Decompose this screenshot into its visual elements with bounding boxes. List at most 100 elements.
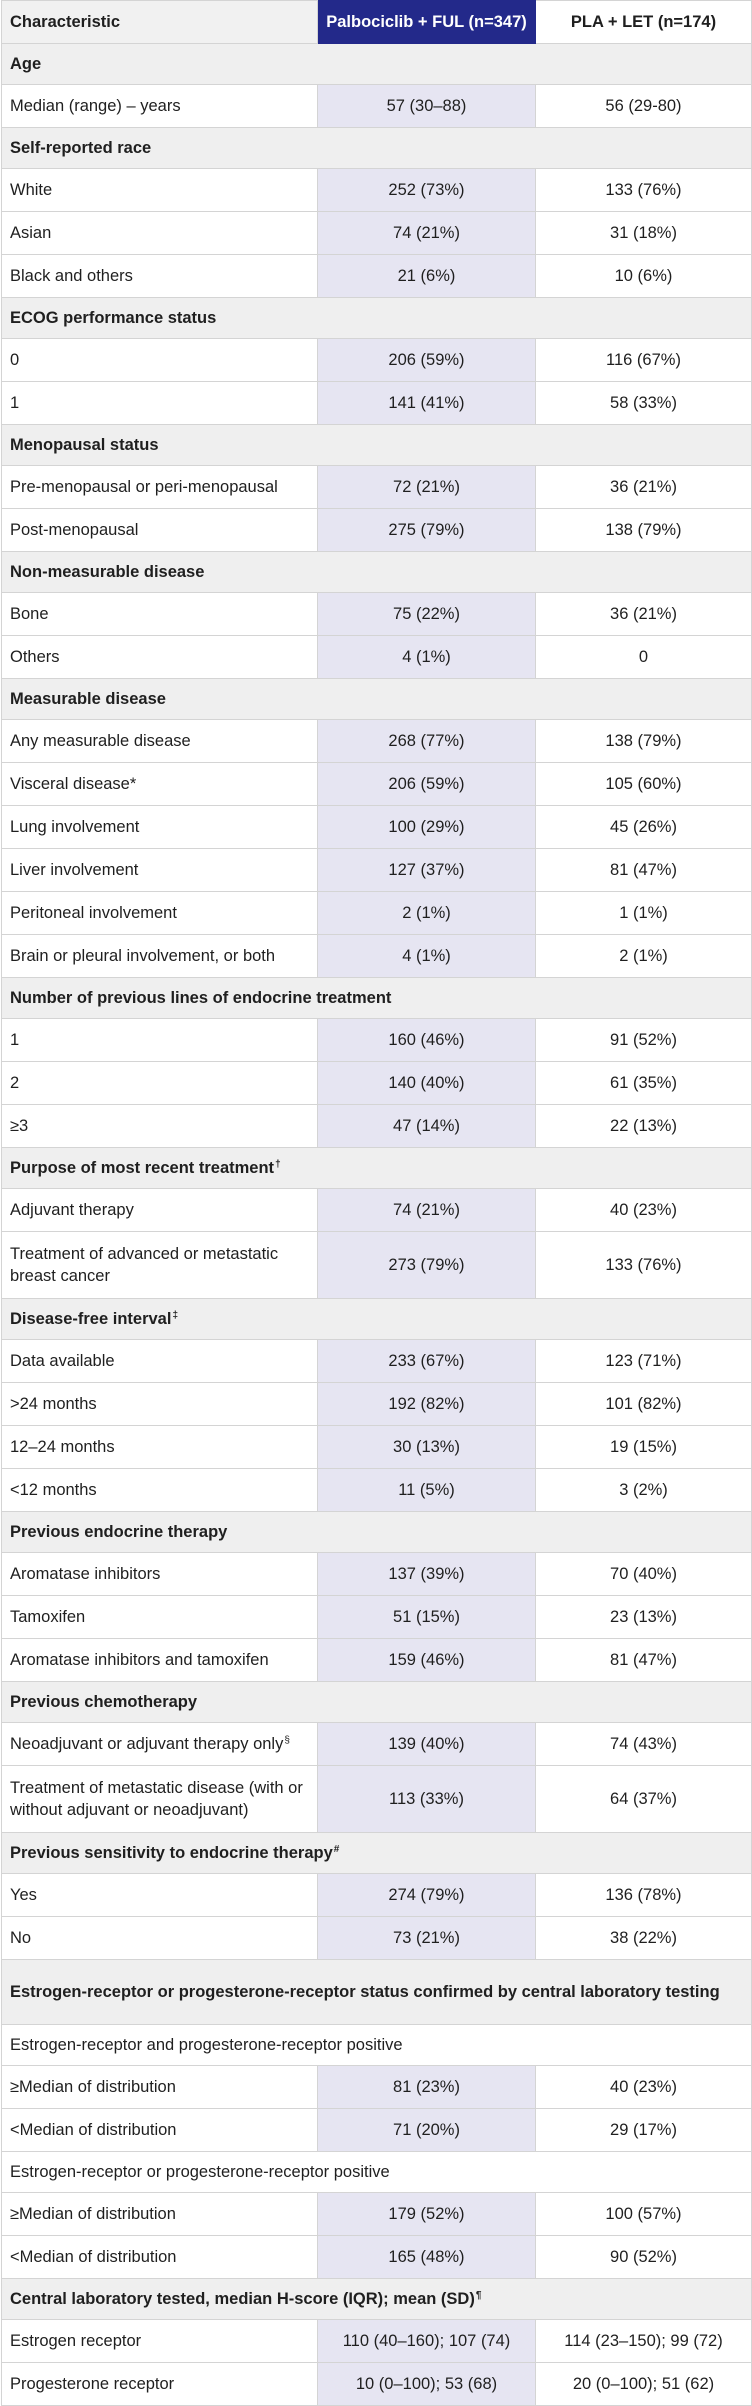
- table-row: Yes 274 (79%) 136 (78%): [1, 1873, 752, 1917]
- row-label-cell: 0: [1, 338, 318, 382]
- placebo-arm-value: 20 (0–100); 51 (62): [535, 2362, 752, 2406]
- section-title: ECOG performance status: [10, 309, 217, 327]
- placebo-arm-value: 40 (23%): [535, 1188, 752, 1232]
- table-row: Pre-menopausal or peri-menopausal 72 (21%…: [1, 465, 752, 509]
- row-label-cell: 1: [1, 1018, 318, 1062]
- table-row: <12 months 11 (5%) 3 (2%): [1, 1468, 752, 1512]
- row-label: <Median of distribution: [10, 2248, 177, 2266]
- row-label-cell: Any measurable disease: [1, 719, 318, 763]
- placebo-arm-value: 38 (22%): [535, 1916, 752, 1960]
- placebo-arm-value: 90 (52%): [535, 2235, 752, 2279]
- palbociclib-arm-value: 2 (1%): [317, 891, 536, 935]
- table-row: No 73 (21%) 38 (22%): [1, 1916, 752, 1960]
- placebo-arm-value: 136 (78%): [535, 1873, 752, 1917]
- row-label-cell: ≥3: [1, 1104, 318, 1148]
- row-label: ≥3: [10, 1117, 29, 1135]
- table-row: Lung involvement 100 (29%) 45 (26%): [1, 805, 752, 849]
- row-label-cell: White: [1, 168, 318, 212]
- palbociclib-arm-value: 233 (67%): [317, 1339, 536, 1383]
- row-label-cell: Adjuvant therapy: [1, 1188, 318, 1232]
- row-label-cell: Aromatase inhibitors and tamoxifen: [1, 1638, 318, 1682]
- section-title: Previous chemotherapy: [10, 1693, 198, 1711]
- palbociclib-arm-value: 113 (33%): [317, 1765, 536, 1833]
- row-label: White: [10, 181, 53, 199]
- section-header-row: Previous sensitivity to endocrine therap…: [1, 1832, 752, 1874]
- placebo-arm-value: 91 (52%): [535, 1018, 752, 1062]
- row-label: 0: [10, 351, 20, 369]
- row-label: Treatment of advanced or metastatic brea…: [10, 1245, 279, 1285]
- table-row: Median (range) – years 57 (30–88) 56 (29-8…: [1, 84, 752, 128]
- row-label: Black and others: [10, 267, 133, 285]
- row-label-cell: Estrogen receptor: [1, 2319, 318, 2363]
- palbociclib-arm-value: 140 (40%): [317, 1061, 536, 1105]
- placebo-arm-value: 1 (1%): [535, 891, 752, 935]
- palbociclib-arm-value: 275 (79%): [317, 508, 536, 552]
- section-title: Disease-free interval: [10, 1310, 172, 1328]
- subgroup-cell: Estrogen-receptor and progesterone-recep…: [1, 2024, 752, 2066]
- palbociclib-arm-value: 81 (23%): [317, 2065, 536, 2109]
- section-header-row: Age: [1, 43, 752, 85]
- placebo-arm-value: 81 (47%): [535, 1638, 752, 1682]
- section-header-cell: Previous sensitivity to endocrine therap…: [1, 1832, 752, 1874]
- table-row: <Median of distribution 165 (48%) 90 (52%): [1, 2235, 752, 2279]
- placebo-arm-value: 105 (60%): [535, 762, 752, 806]
- row-label: Data available: [10, 1352, 115, 1370]
- section-header-row: ECOG performance status: [1, 297, 752, 339]
- palbociclib-arm-value: 165 (48%): [317, 2235, 536, 2279]
- row-label: Post-menopausal: [10, 521, 139, 539]
- placebo-arm-value: 123 (71%): [535, 1339, 752, 1383]
- row-label-cell: ≥Median of distribution: [1, 2065, 318, 2109]
- row-label: Pre-menopausal or peri-menopausal: [10, 478, 278, 496]
- row-label-cell: Treatment of metastatic disease (with or…: [1, 1765, 318, 1833]
- table-row: Visceral disease* 206 (59%) 105 (60%): [1, 762, 752, 806]
- section-title: Self-reported race: [10, 139, 152, 157]
- section-header-row: Non-measurable disease: [1, 551, 752, 593]
- palbociclib-arm-value: 206 (59%): [317, 338, 536, 382]
- placebo-arm-value: 61 (35%): [535, 1061, 752, 1105]
- palbociclib-arm-value: 11 (5%): [317, 1468, 536, 1512]
- row-label-cell: Liver involvement: [1, 848, 318, 892]
- section-header-row: Purpose of most recent treatment†: [1, 1147, 752, 1189]
- palbociclib-arm-value: 73 (21%): [317, 1916, 536, 1960]
- table-row: Black and others 21 (6%) 10 (6%): [1, 254, 752, 298]
- row-label: Estrogen receptor: [10, 2332, 142, 2350]
- row-label-cell: 12–24 months: [1, 1425, 318, 1469]
- row-label: Brain or pleural involvement, or both: [10, 947, 276, 965]
- placebo-arm-value: 40 (23%): [535, 2065, 752, 2109]
- placebo-arm-value: 19 (15%): [535, 1425, 752, 1469]
- palbociclib-arm-value: 252 (73%): [317, 168, 536, 212]
- table-row: Others 4 (1%) 0: [1, 635, 752, 679]
- row-label-cell: Treatment of advanced or metastatic brea…: [1, 1231, 318, 1299]
- placebo-arm-value: 133 (76%): [535, 1231, 752, 1299]
- section-header-cell: Self-reported race: [1, 127, 752, 169]
- table-row: Bone 75 (22%) 36 (21%): [1, 592, 752, 636]
- row-label-cell: Others: [1, 635, 318, 679]
- section-title: Number of previous lines of endocrine tr…: [10, 989, 392, 1007]
- row-label-cell: Median (range) – years: [1, 84, 318, 128]
- palbociclib-arm-value: 273 (79%): [317, 1231, 536, 1299]
- row-label: Asian: [10, 224, 52, 242]
- section-title: Non-measurable disease: [10, 563, 205, 581]
- palbociclib-arm-value: 137 (39%): [317, 1552, 536, 1596]
- palbociclib-arm-value: 74 (21%): [317, 1188, 536, 1232]
- placebo-arm-value: 64 (37%): [535, 1765, 752, 1833]
- section-header-row: Previous chemotherapy: [1, 1681, 752, 1723]
- section-header-cell: Measurable disease: [1, 678, 752, 720]
- section-header-cell: Previous endocrine therapy: [1, 1511, 752, 1553]
- placebo-arm-value: 29 (17%): [535, 2108, 752, 2152]
- palbociclib-arm-value: 192 (82%): [317, 1382, 536, 1426]
- row-label: <Median of distribution: [10, 2121, 177, 2139]
- section-title: Menopausal status: [10, 436, 159, 454]
- row-label-cell: Post-menopausal: [1, 508, 318, 552]
- palbociclib-arm-value: 57 (30–88): [317, 84, 536, 128]
- palbociclib-arm-column-header: Palbociclib + FUL (n=347): [317, 0, 536, 44]
- row-label-cell: Tamoxifen: [1, 1595, 318, 1639]
- placebo-arm-value: 23 (13%): [535, 1595, 752, 1639]
- table-row: Data available 233 (67%) 123 (71%): [1, 1339, 752, 1383]
- table-row: Post-menopausal 275 (79%) 138 (79%): [1, 508, 752, 552]
- row-label: Bone: [10, 605, 49, 623]
- row-label-cell: <12 months: [1, 1468, 318, 1512]
- palbociclib-arm-value: 100 (29%): [317, 805, 536, 849]
- subgroup-cell: Estrogen-receptor or progesterone-recept…: [1, 2151, 752, 2193]
